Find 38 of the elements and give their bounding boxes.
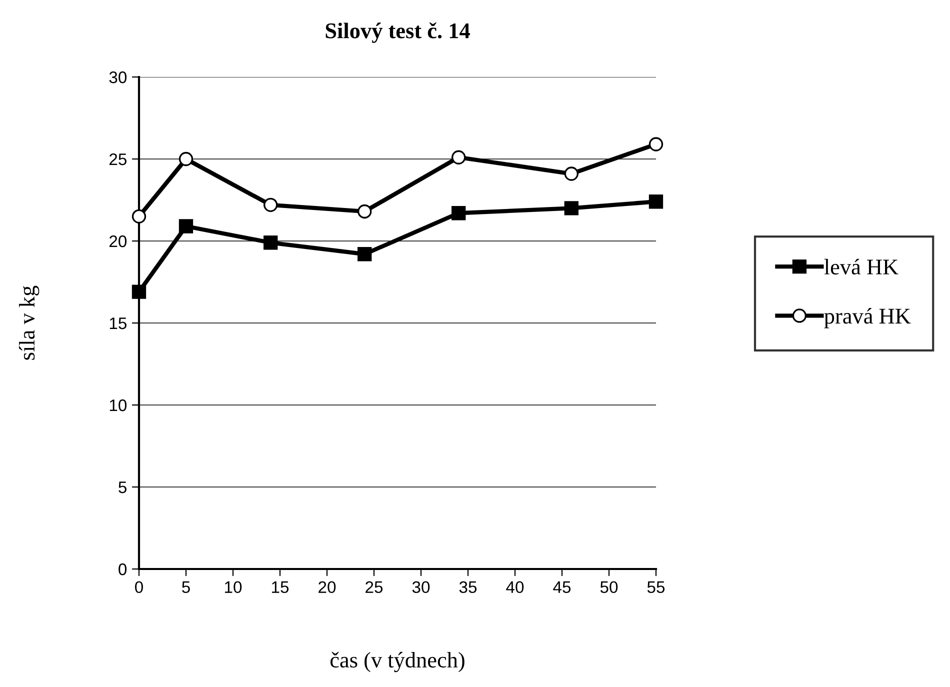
legend-label: levá HK [824,258,898,275]
y-tick-label: 30 [109,71,127,84]
y-tick-label: 5 [118,482,126,494]
point [452,206,466,220]
x-tick-label: 55 [647,581,665,594]
x-tick-label: 20 [318,581,336,594]
x-tick-label: 50 [600,581,618,594]
point [648,194,664,209]
y-tick-label: 25 [109,153,126,166]
point [178,152,194,166]
chart-title: Silový test č. 14 [326,22,470,43]
point [648,137,664,152]
x-tick-label: 10 [225,581,242,594]
y-axis-title: síla v kg [18,286,40,360]
point [132,209,146,224]
legend-label: pravá HK [824,308,911,328]
y-tick-label: 0 [118,563,127,576]
y-tick-label: 10 [110,399,127,412]
x-tick-label: 30 [412,581,430,594]
point [452,150,466,164]
point [358,204,372,219]
point [564,201,578,216]
point [264,236,278,250]
point [132,284,146,299]
point [358,247,372,262]
x-tick-label: 25 [366,581,383,594]
x-tick-label: 40 [506,581,524,594]
x-tick-label: 0 [135,581,143,594]
point [564,166,578,181]
y-tick-label: 20 [109,235,127,248]
x-axis-title: čas (v týdnech) [330,652,464,672]
point [264,198,278,212]
x-tick-label: 5 [182,581,190,594]
point [178,219,194,234]
x-tick-label: 45 [553,581,571,594]
x-tick-label: 35 [459,581,477,594]
x-tick-label: 15 [272,581,289,594]
y-tick-label: 15 [110,318,126,330]
